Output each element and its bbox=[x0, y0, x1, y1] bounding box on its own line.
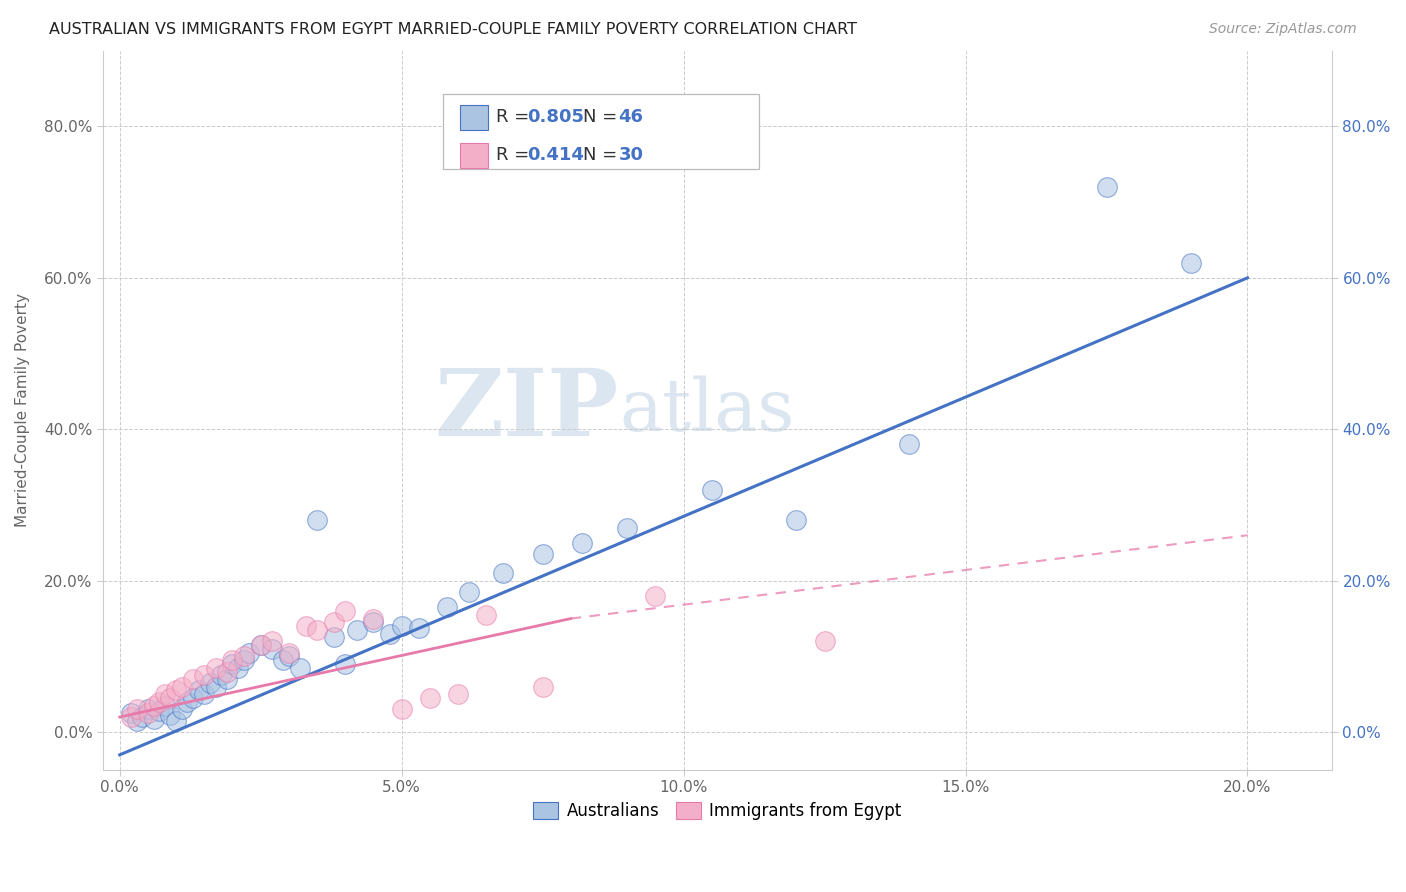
Point bbox=[813, 634, 835, 648]
Text: 0.414: 0.414 bbox=[527, 146, 583, 164]
Text: N =: N = bbox=[583, 146, 623, 164]
Point bbox=[142, 698, 165, 713]
Point bbox=[475, 607, 498, 622]
Point bbox=[644, 589, 666, 603]
Text: 46: 46 bbox=[619, 108, 644, 126]
Point bbox=[380, 626, 402, 640]
Point bbox=[363, 611, 385, 625]
Point bbox=[492, 566, 515, 581]
Point bbox=[170, 680, 193, 694]
Text: 0.805: 0.805 bbox=[527, 108, 585, 126]
Point bbox=[204, 661, 226, 675]
Text: Source: ZipAtlas.com: Source: ZipAtlas.com bbox=[1209, 22, 1357, 37]
Point bbox=[307, 513, 329, 527]
Point bbox=[221, 657, 243, 671]
Point bbox=[159, 708, 181, 723]
Legend: Australians, Immigrants from Egypt: Australians, Immigrants from Egypt bbox=[527, 795, 908, 826]
Text: R =: R = bbox=[496, 108, 536, 126]
Point bbox=[221, 653, 243, 667]
Point bbox=[148, 704, 170, 718]
Text: 30: 30 bbox=[619, 146, 644, 164]
Point bbox=[142, 712, 165, 726]
Point bbox=[136, 706, 159, 721]
Point bbox=[232, 649, 254, 664]
Point bbox=[531, 547, 554, 561]
Point bbox=[458, 585, 481, 599]
Point bbox=[323, 631, 346, 645]
Point bbox=[335, 657, 357, 671]
Point bbox=[193, 687, 215, 701]
Point bbox=[260, 641, 283, 656]
Point bbox=[363, 615, 385, 630]
Point bbox=[181, 672, 204, 686]
Point bbox=[153, 698, 176, 713]
Text: N =: N = bbox=[583, 108, 623, 126]
Point bbox=[531, 680, 554, 694]
Point bbox=[181, 691, 204, 706]
Point bbox=[165, 683, 187, 698]
Point bbox=[408, 621, 430, 635]
Point bbox=[295, 619, 318, 633]
Point bbox=[215, 665, 238, 679]
Point bbox=[136, 702, 159, 716]
Text: R =: R = bbox=[496, 146, 536, 164]
Point bbox=[238, 646, 260, 660]
Point bbox=[447, 687, 470, 701]
Point bbox=[165, 714, 187, 728]
Point bbox=[419, 691, 441, 706]
Point bbox=[346, 623, 368, 637]
Point bbox=[125, 714, 148, 728]
Point bbox=[148, 695, 170, 709]
Point bbox=[187, 683, 209, 698]
Point bbox=[249, 638, 271, 652]
Text: AUSTRALIAN VS IMMIGRANTS FROM EGYPT MARRIED-COUPLE FAMILY POVERTY CORRELATION CH: AUSTRALIAN VS IMMIGRANTS FROM EGYPT MARR… bbox=[49, 22, 858, 37]
Point bbox=[271, 653, 294, 667]
Point bbox=[226, 661, 249, 675]
Point bbox=[159, 691, 181, 706]
Text: atlas: atlas bbox=[619, 375, 794, 446]
Point bbox=[335, 604, 357, 618]
Point bbox=[170, 702, 193, 716]
Point bbox=[700, 483, 723, 497]
Point bbox=[1180, 255, 1202, 269]
Point bbox=[198, 676, 221, 690]
Y-axis label: Married-Couple Family Poverty: Married-Couple Family Poverty bbox=[15, 293, 30, 527]
Point bbox=[277, 649, 299, 664]
Point bbox=[436, 600, 458, 615]
Point bbox=[277, 646, 299, 660]
Point bbox=[288, 661, 311, 675]
Point bbox=[898, 437, 921, 451]
Point bbox=[120, 706, 142, 721]
Point bbox=[571, 536, 593, 550]
Point bbox=[1095, 180, 1118, 194]
Point bbox=[785, 513, 807, 527]
Point bbox=[323, 615, 346, 630]
Point bbox=[153, 687, 176, 701]
Text: ZIP: ZIP bbox=[434, 366, 619, 455]
Point bbox=[193, 668, 215, 682]
Point bbox=[215, 672, 238, 686]
Point bbox=[249, 638, 271, 652]
Point bbox=[307, 623, 329, 637]
Point bbox=[209, 668, 232, 682]
Point bbox=[125, 702, 148, 716]
Point bbox=[176, 695, 198, 709]
Point bbox=[232, 653, 254, 667]
Point bbox=[391, 702, 413, 716]
Point bbox=[260, 634, 283, 648]
Point bbox=[120, 710, 142, 724]
Point bbox=[204, 680, 226, 694]
Point bbox=[391, 619, 413, 633]
Point bbox=[131, 710, 153, 724]
Point bbox=[616, 521, 638, 535]
